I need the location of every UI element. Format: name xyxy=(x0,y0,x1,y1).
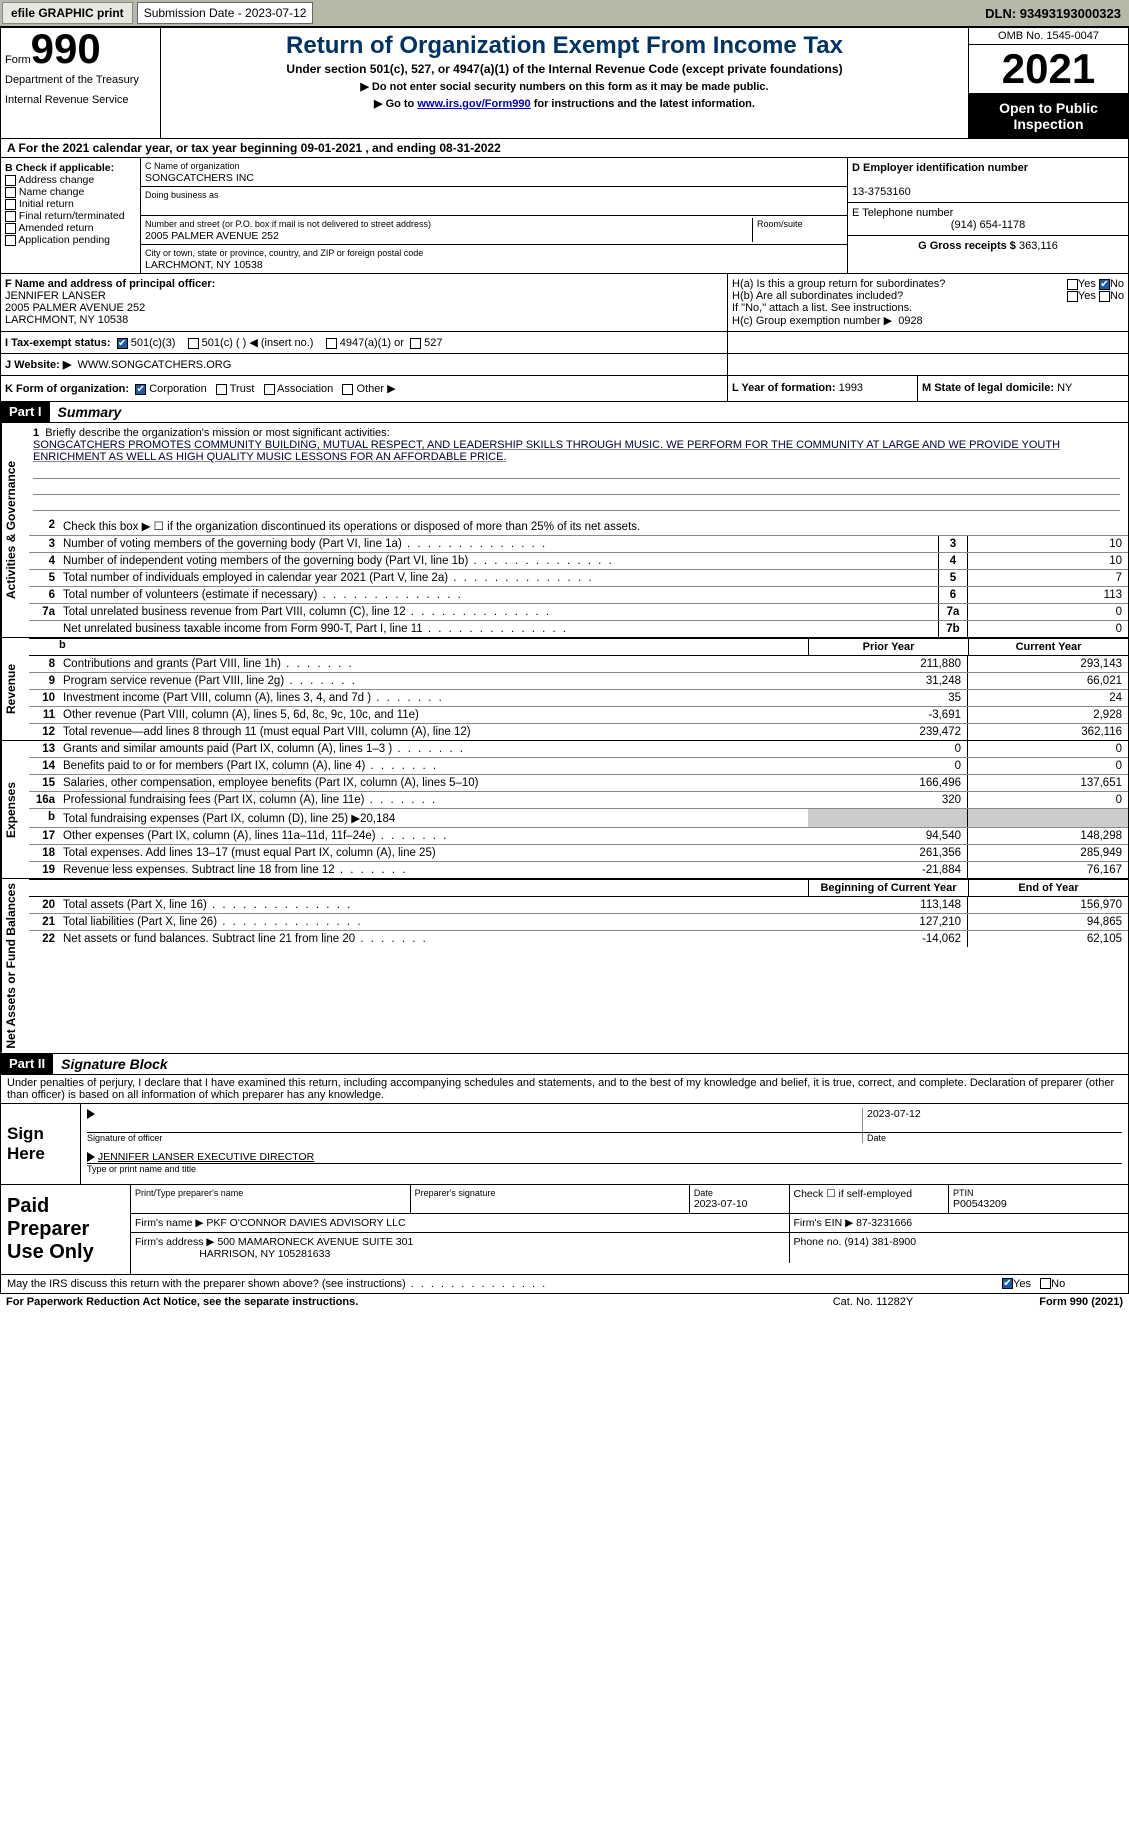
irs-discuss-row: May the IRS discuss this return with the… xyxy=(0,1275,1129,1294)
officer-name: JENNIFER LANSER xyxy=(5,290,106,302)
section-l: L Year of formation: 1993 xyxy=(728,376,918,401)
firm-name: PKF O'CONNOR DAVIES ADVISORY LLC xyxy=(206,1217,405,1229)
line-8: Contributions and grants (Part VIII, lin… xyxy=(59,656,808,672)
firm-addr1: 500 MAMARONECK AVENUE SUITE 301 xyxy=(217,1236,413,1248)
line-20: Total assets (Part X, line 16) xyxy=(59,897,808,913)
ein: 13-3753160 xyxy=(852,186,911,198)
line-11: Other revenue (Part VIII, column (A), li… xyxy=(59,707,808,723)
goto-note: ▶ Go to www.irs.gov/Form990 for instruct… xyxy=(169,97,960,110)
prior-year-hdr: Prior Year xyxy=(808,639,968,655)
goto-pre: ▶ Go to xyxy=(374,98,417,110)
form-word: Form xyxy=(5,54,31,66)
form-subtitle: Under section 501(c), 527, or 4947(a)(1)… xyxy=(169,62,960,76)
section-d: D Employer identification number 13-3753… xyxy=(848,158,1128,273)
year-formation: 1993 xyxy=(839,382,863,394)
perjury-declaration: Under penalties of perjury, I declare th… xyxy=(0,1075,1129,1104)
goto-post: for instructions and the latest informat… xyxy=(531,98,755,110)
line-10: Investment income (Part VIII, column (A)… xyxy=(59,690,808,706)
section-c: C Name of organization SONGCATCHERS INC … xyxy=(141,158,848,273)
group-exemption: 0928 xyxy=(898,315,922,327)
officer-name-title: JENNIFER LANSER EXECUTIVE DIRECTOR xyxy=(98,1151,314,1163)
line-7a: Total unrelated business revenue from Pa… xyxy=(59,604,938,620)
section-b: B Check if applicable: Address change Na… xyxy=(1,158,141,273)
city-state-zip: LARCHMONT, NY 10538 xyxy=(145,259,263,271)
section-h-continued xyxy=(728,332,1128,353)
section-m: M State of legal domicile: NY xyxy=(918,376,1128,401)
irs-link[interactable]: www.irs.gov/Form990 xyxy=(417,98,530,110)
irs-label: Internal Revenue Service xyxy=(5,94,156,106)
efile-button[interactable]: efile GRAPHIC print xyxy=(2,2,133,24)
sign-here-label: Sign Here xyxy=(1,1104,81,1184)
tax-year: 2021 xyxy=(969,45,1128,94)
sig-date: 2023-07-12 xyxy=(862,1108,1122,1132)
telephone: (914) 654-1178 xyxy=(852,219,1124,231)
vtab-governance: Activities & Governance xyxy=(1,423,29,637)
section-i: I Tax-exempt status: ✔ 501(c)(3) 501(c) … xyxy=(1,332,728,353)
submission-date: Submission Date - 2023-07-12 xyxy=(137,2,314,24)
line-3: Number of voting members of the governin… xyxy=(59,536,938,552)
preparer-table: Print/Type preparer's name Preparer's si… xyxy=(131,1185,1128,1263)
paid-preparer-label: Paid Preparer Use Only xyxy=(1,1185,131,1274)
dln: DLN: 93493193000323 xyxy=(985,6,1129,21)
section-j: J Website: ▶ WWW.SONGCATCHERS.ORG xyxy=(1,354,728,375)
line-18: Total expenses. Add lines 13–17 (must eq… xyxy=(59,845,808,861)
line-2: Check this box ▶ ☐ if the organization d… xyxy=(59,517,1128,535)
line-a-period: A For the 2021 calendar year, or tax yea… xyxy=(0,139,1129,158)
boy-hdr: Beginning of Current Year xyxy=(808,880,968,896)
gross-receipts: 363,116 xyxy=(1019,240,1058,252)
val-3: 10 xyxy=(968,536,1128,552)
officer-signature-area: 2023-07-12 Signature of officer Date JEN… xyxy=(81,1104,1128,1184)
street-address: 2005 PALMER AVENUE 252 xyxy=(145,230,279,242)
part-ii-header: Part II Signature Block xyxy=(0,1054,1129,1075)
vtab-expenses: Expenses xyxy=(1,741,29,878)
section-h: H(a) Is this a group return for subordin… xyxy=(728,274,1128,331)
line-9: Program service revenue (Part VIII, line… xyxy=(59,673,808,689)
vtab-revenue: Revenue xyxy=(1,638,29,740)
form-id-box: Form990 Department of the Treasury Inter… xyxy=(1,28,161,138)
line-17: Other expenses (Part IX, column (A), lin… xyxy=(59,828,808,844)
line-22: Net assets or fund balances. Subtract li… xyxy=(59,931,808,947)
eoy-hdr: End of Year xyxy=(968,880,1128,896)
current-year-hdr: Current Year xyxy=(968,639,1128,655)
form-title: Return of Organization Exempt From Incom… xyxy=(169,32,960,60)
website: WWW.SONGCATCHERS.ORG xyxy=(77,359,231,371)
ptin: P00543209 xyxy=(953,1198,1007,1210)
dept-treasury: Department of the Treasury xyxy=(5,74,156,86)
section-f: F Name and address of principal officer:… xyxy=(1,274,728,331)
line-7b: Net unrelated business taxable income fr… xyxy=(59,621,938,637)
vtab-netassets: Net Assets or Fund Balances xyxy=(1,879,29,1053)
line-16b: Total fundraising expenses (Part IX, col… xyxy=(59,809,808,827)
paperwork-footer: For Paperwork Reduction Act Notice, see … xyxy=(0,1294,1129,1310)
line-12: Total revenue—add lines 8 through 11 (mu… xyxy=(59,724,808,740)
ssn-note: ▶ Do not enter social security numbers o… xyxy=(169,80,960,93)
org-name: SONGCATCHERS INC xyxy=(145,172,254,184)
mission-text: SONGCATCHERS PROMOTES COMMUNITY BUILDING… xyxy=(33,439,1060,463)
line-14: Benefits paid to or for members (Part IX… xyxy=(59,758,808,774)
omb-number: OMB No. 1545-0047 xyxy=(969,28,1128,45)
line-4: Number of independent voting members of … xyxy=(59,553,938,569)
form-number: 990 xyxy=(31,25,101,72)
line-1-mission: 1 Briefly describe the organization's mi… xyxy=(29,423,1128,517)
firm-ein: 87-3231666 xyxy=(856,1217,912,1229)
line-5: Total number of individuals employed in … xyxy=(59,570,938,586)
part-i-header: Part I Summary xyxy=(0,402,1129,423)
line-15: Salaries, other compensation, employee b… xyxy=(59,775,808,791)
line-6: Total number of volunteers (estimate if … xyxy=(59,587,938,603)
line-13: Grants and similar amounts paid (Part IX… xyxy=(59,741,808,757)
state-domicile: NY xyxy=(1057,382,1072,394)
line-19: Revenue less expenses. Subtract line 18 … xyxy=(59,862,808,878)
section-k: K Form of organization: ✔ Corporation Tr… xyxy=(1,376,728,401)
line-21: Total liabilities (Part X, line 26) xyxy=(59,914,808,930)
line-16a: Professional fundraising fees (Part IX, … xyxy=(59,792,808,808)
open-inspection: Open to PublicInspection xyxy=(969,94,1128,138)
firm-phone: (914) 381-8900 xyxy=(844,1236,916,1248)
